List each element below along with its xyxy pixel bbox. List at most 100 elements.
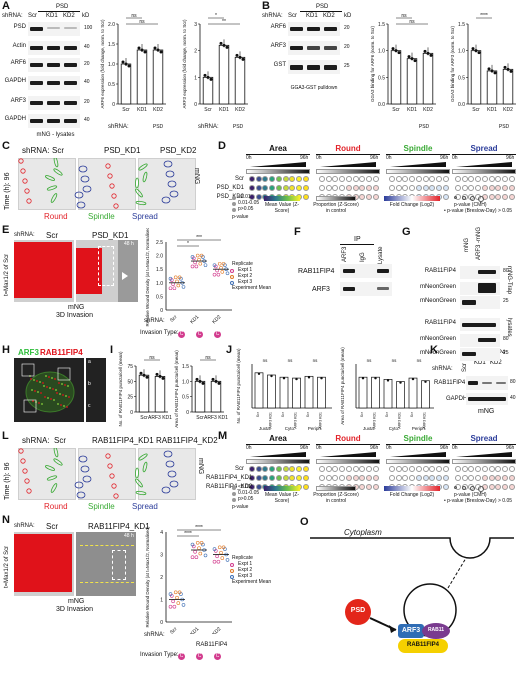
x-tick-label: ARF3 KD1 (148, 415, 172, 421)
legend-marker (230, 275, 234, 279)
heat-cell (488, 194, 495, 200)
heat-cell (468, 466, 475, 472)
cell-spindle (50, 483, 58, 493)
data-point (471, 47, 475, 51)
data-point (139, 371, 143, 375)
data-point (212, 272, 217, 277)
control-bar (246, 459, 310, 464)
cmh-dot (470, 196, 475, 201)
sig-label: ns (367, 358, 373, 363)
time-start: 0h (452, 155, 458, 161)
cell-round (26, 488, 32, 494)
data-point (429, 53, 433, 57)
bar (390, 50, 402, 105)
l-scr: Scr (54, 436, 66, 445)
heatmap-row-label: RAB11FIP4_KD2 (206, 484, 253, 490)
heatmap-title-round: Round (335, 434, 361, 443)
data-point (217, 261, 222, 266)
pval-cmh: p-value (CMH) (454, 492, 487, 498)
data-point (225, 271, 230, 276)
a-band (64, 101, 77, 105)
cell-spread (165, 170, 175, 178)
e-wound-scr (14, 242, 72, 298)
data-point (215, 554, 219, 559)
g-row-label: mNeonGreen (419, 350, 456, 356)
cell-round (111, 193, 117, 199)
pval-dot (232, 498, 236, 502)
cell-spindle (53, 448, 59, 458)
n-expt1: Expt 1 (238, 561, 253, 567)
h-puncta (42, 382, 44, 384)
h-cell-body (25, 371, 75, 413)
time-start: 0h (452, 445, 458, 451)
time-end: 96h (506, 445, 515, 451)
c-shrna: shRNA: (22, 146, 50, 155)
heat-cell (508, 176, 515, 182)
time-start: 0h (386, 445, 392, 451)
h-inset-c: c (88, 403, 91, 409)
time-wedge (456, 452, 512, 457)
heat-cell (429, 466, 436, 472)
n-shrna-2: shRNA: (144, 632, 165, 638)
heat-cell (501, 176, 508, 182)
a-band (64, 27, 77, 29)
e-c-mark-1: C (178, 331, 185, 338)
n-time: 48 h (124, 533, 134, 539)
heat-cell (359, 176, 366, 182)
heat-cell (422, 466, 429, 472)
cell-round (20, 458, 26, 464)
b-band (307, 27, 320, 31)
data-point (140, 48, 144, 52)
y-tick-label: 0 (160, 620, 163, 626)
h-rab: RAB11FIP4 (40, 348, 83, 357)
y-tick-label: 2.0 (108, 22, 115, 28)
h-puncta (58, 382, 60, 384)
cell-round (107, 173, 113, 179)
n-kd1: RAB11FIP4_KD1 (88, 522, 150, 531)
c-image-kd1 (78, 158, 136, 210)
y-tick-label: 2.5 (156, 240, 163, 246)
group-label: Cyto. (389, 426, 400, 431)
g-blot-strip (460, 296, 500, 309)
x-tick-label: Scr (281, 411, 285, 417)
l-image-kd1 (78, 448, 136, 500)
heat-cell (275, 475, 282, 481)
n-invasion-type: Invasion Type: (140, 652, 179, 658)
heat-cell (339, 466, 346, 472)
b-row-label: GST (273, 62, 286, 68)
shrna-label: shRNA: (2, 13, 23, 19)
b-band (324, 27, 337, 31)
x-tick-label: KD2 (211, 314, 222, 325)
data-point (199, 540, 204, 545)
heat-cell (249, 185, 255, 191)
e-wound-kd1 (76, 248, 102, 294)
b-lane-kd1: KD1 (306, 13, 318, 19)
bar (254, 372, 264, 409)
heatmap-title-area: Area (269, 434, 287, 443)
cell-spindle (135, 188, 143, 198)
data-point (195, 540, 200, 545)
y-tick-label: 1.5 (458, 22, 465, 28)
l-shrna: shRNA: (22, 436, 50, 445)
heat-cell (455, 475, 461, 481)
mean-value-bar (264, 196, 300, 201)
heat-cell (475, 176, 482, 182)
data-point (235, 53, 239, 57)
bar (396, 381, 405, 409)
panel-label-f: F (294, 226, 301, 238)
h-puncta (40, 392, 42, 394)
bar (210, 380, 222, 413)
h-puncta (57, 403, 59, 405)
data-point (397, 51, 401, 55)
a-band (30, 46, 43, 50)
pval-label: 0.01-0.05 (238, 200, 260, 206)
g-col-mng: mNG (464, 238, 470, 252)
n-wound-scr (14, 534, 72, 592)
h-puncta (50, 398, 52, 400)
cmh-dot (470, 486, 475, 491)
n-shrna: shRNA: (14, 523, 35, 529)
title-underline (386, 444, 450, 445)
e-invasion-type: Invasion Type: (140, 330, 179, 336)
pval-label: 0.01-0.05 (238, 490, 260, 496)
